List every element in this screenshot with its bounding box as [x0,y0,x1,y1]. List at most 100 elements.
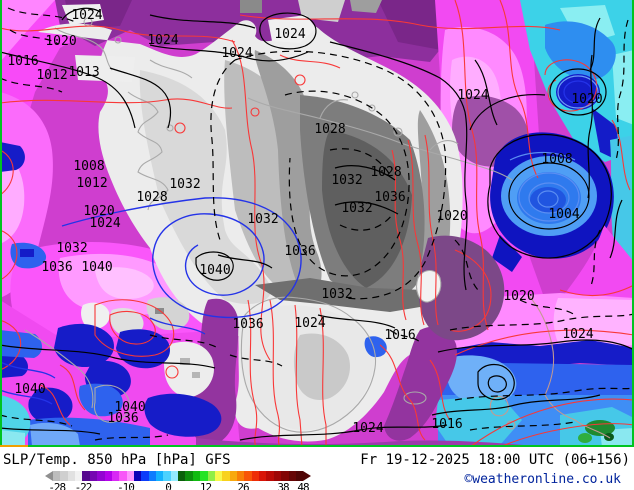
pressure-label: 1036 [232,317,263,332]
pressure-label: 1024 [457,88,488,103]
colorbar-segment [148,471,157,481]
colorbar-segment [170,471,179,481]
pressure-label: 1036 [41,260,72,275]
colorbar-segment [288,471,296,481]
copyright-text: ©weatheronline.co.uk [464,472,621,487]
pressure-label: 1032 [56,241,87,256]
colorbar-segment [236,471,245,481]
colorbar-segment [126,471,134,481]
colorbar-tick: 12 [199,481,212,490]
pressure-label: 1008 [73,159,104,174]
pressure-label: 1012 [36,68,67,83]
pressure-label: 1024 [352,421,383,436]
contours-black-dashed [0,7,634,441]
pressure-label: 1004 [548,207,579,222]
colorbar-segment [200,471,208,481]
colorbar-segment [53,471,61,481]
isotherm-contours-red [0,0,634,447]
colorbar-segment [97,471,105,481]
colorbar-segment [185,471,193,481]
pressure-label: 1032 [331,173,362,188]
colorbar-segment [141,471,149,481]
colorbar-right-arrow-icon [303,471,311,481]
colorbar-tick: -22 [74,481,93,490]
pressure-label: 1032 [321,287,352,302]
colorbar-tick: 26 [237,481,249,490]
pressure-label: 1040 [81,260,112,275]
colorbar-segment [207,471,215,481]
colorbar-tick: -28 [48,481,66,490]
pressure-label: 1024 [274,27,305,42]
pressure-label: 1024 [221,46,252,61]
pressure-label: 1036 [374,190,405,205]
colorbar-segment [273,471,282,481]
colorbar-segment [119,471,127,481]
colorbar-segment [281,471,289,481]
colorbar-segment [192,471,201,481]
colorbar-segment [178,471,186,481]
pressure-label: 1024 [147,33,178,48]
pressure-label: 1020 [45,34,76,49]
pressure-label: 1024 [562,327,593,342]
valid-datetime: Fr 19-12-2025 18:00 UTC (06+156) [360,452,630,468]
colorbar-segment [295,471,304,481]
contours-blue [0,75,599,405]
pressure-label: 1040 [114,400,145,415]
colorbar-segment [251,471,260,481]
pressure-label: 1020 [436,209,467,224]
temperature-fill [0,0,634,447]
colorbar-segment [60,471,68,481]
colorbar-left-arrow-icon [45,471,53,481]
colorbar-tick: 48 [297,481,309,490]
colorbar-segment [104,471,112,481]
weather-map: 1024 1020 1016 1012 1013 1024 1024 1024 1028 1024… [0,0,634,447]
isobar-contours-black [0,7,634,441]
legend-bar: SLP/Temp. 850 hPa [hPa] GFS Fr 19-12-202… [0,447,634,490]
pressure-label: 1020 [571,92,602,107]
pressure-label: 1028 [370,165,401,180]
pressure-label: 1016 [7,54,38,69]
colorbar-tick: -10 [117,481,135,490]
pressure-label: 1024 [294,316,325,331]
pressure-label: 1016 [384,328,415,343]
map-title: SLP/Temp. 850 hPa [hPa] GFS [3,452,231,468]
pressure-label: 1020 [503,289,534,304]
pressure-label: 1028 [136,190,167,205]
pressure-label: 1040 [14,382,45,397]
pressure-label: 1008 [541,152,572,167]
colorbar-segment [82,471,90,481]
colorbar-segment [229,471,237,481]
colorbar-segment [156,471,164,481]
colorbar-segment [89,471,98,481]
colorbar-segment [67,471,76,481]
colorbar-segment [259,471,267,481]
colorbar-segment [214,471,223,481]
colorbar-body [53,471,304,481]
colorbar-segment [244,471,252,481]
colorbar-segment [222,471,230,481]
pressure-label: 1012 [76,176,107,191]
colorbar-tick: 0 [165,481,172,490]
colorbar-tick: 38 [277,481,289,490]
pressure-label: 1032 [169,177,200,192]
map-border [0,0,634,447]
colorbar-segment [266,471,274,481]
temperature-colorbar [45,471,311,481]
pressure-label: 1016 [431,417,462,432]
pressure-label: 1020 [83,204,114,219]
pressure-label: 1032 [247,212,278,227]
pressure-label: 1024 [89,216,120,231]
pressure-label: 1013 [68,65,99,80]
colorbar-segment [133,471,142,481]
pressure-label: 1036 [107,411,138,426]
colorbar-tick-labels: -28 -22 -10 0 12 26 38 48 [48,481,309,490]
pressure-label: 1036 [284,244,315,259]
pressure-label: 1024 [71,8,102,23]
pressure-label: 1040 [199,263,230,278]
pressure-label: 1028 [314,122,345,137]
colorbar-segment [75,471,83,481]
colorbar-segment [163,471,171,481]
